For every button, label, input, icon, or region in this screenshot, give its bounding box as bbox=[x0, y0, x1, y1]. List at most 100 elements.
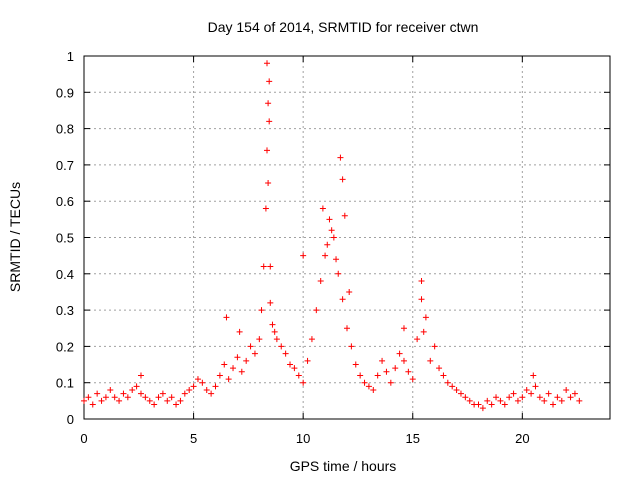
data-point bbox=[431, 343, 438, 350]
data-point bbox=[124, 394, 131, 401]
data-point bbox=[190, 383, 197, 390]
data-point bbox=[571, 390, 578, 397]
y-tick-label: 0.9 bbox=[56, 85, 74, 100]
data-point bbox=[273, 336, 280, 343]
chart-title: Day 154 of 2014, SRMTID for receiver ctw… bbox=[208, 19, 479, 35]
data-point bbox=[282, 350, 289, 357]
y-tick-label: 0.2 bbox=[56, 339, 74, 354]
axis-ticks: 00.10.20.30.40.50.60.70.80.910 5 10 15 20 bbox=[56, 49, 610, 446]
data-point bbox=[300, 379, 307, 386]
y-tick-label: 0.8 bbox=[56, 122, 74, 137]
data-point bbox=[151, 401, 158, 408]
data-point bbox=[453, 386, 460, 393]
data-point bbox=[409, 376, 416, 383]
y-tick-label: 0.6 bbox=[56, 194, 74, 209]
data-point bbox=[420, 328, 427, 335]
data-point bbox=[422, 314, 429, 321]
data-point bbox=[266, 118, 273, 125]
data-point bbox=[230, 365, 237, 372]
data-point bbox=[278, 343, 285, 350]
data-point bbox=[383, 368, 390, 375]
data-point bbox=[396, 350, 403, 357]
data-point bbox=[262, 205, 269, 212]
data-point bbox=[155, 394, 162, 401]
data-point bbox=[400, 357, 407, 364]
data-point bbox=[346, 288, 353, 295]
data-point bbox=[506, 394, 513, 401]
data-point bbox=[462, 394, 469, 401]
data-point bbox=[563, 386, 570, 393]
data-point bbox=[266, 78, 273, 85]
data-point bbox=[414, 336, 421, 343]
data-point bbox=[361, 379, 368, 386]
y-axis-label: SRMTID / TECUs bbox=[7, 182, 23, 292]
data-point bbox=[405, 368, 412, 375]
data-point bbox=[558, 397, 565, 404]
data-point bbox=[567, 394, 574, 401]
y-tick-label: 0.4 bbox=[56, 267, 74, 282]
data-point bbox=[541, 397, 548, 404]
data-point bbox=[251, 350, 258, 357]
data-point bbox=[497, 397, 504, 404]
data-point bbox=[418, 278, 425, 285]
data-point bbox=[379, 357, 386, 364]
data-point bbox=[341, 212, 348, 219]
data-point bbox=[89, 401, 96, 408]
data-point bbox=[335, 270, 342, 277]
data-point bbox=[129, 386, 136, 393]
data-point bbox=[576, 397, 583, 404]
data-point bbox=[333, 256, 340, 263]
data-point bbox=[313, 307, 320, 314]
data-point bbox=[238, 368, 245, 375]
data-point bbox=[271, 328, 278, 335]
data-point bbox=[339, 296, 346, 303]
data-point bbox=[247, 343, 254, 350]
data-point bbox=[267, 263, 274, 270]
data-point bbox=[164, 397, 171, 404]
y-tick-label: 1 bbox=[67, 49, 74, 64]
data-point bbox=[330, 234, 337, 241]
data-points bbox=[81, 60, 583, 412]
data-point bbox=[493, 394, 500, 401]
data-point bbox=[357, 372, 364, 379]
data-point bbox=[258, 307, 265, 314]
data-point bbox=[111, 394, 118, 401]
data-point bbox=[265, 100, 272, 107]
y-tick-label: 0 bbox=[67, 412, 74, 427]
data-point bbox=[550, 401, 557, 408]
data-point bbox=[466, 397, 473, 404]
data-point bbox=[400, 325, 407, 332]
data-point bbox=[328, 227, 335, 234]
x-tick-label: 20 bbox=[515, 431, 529, 446]
y-tick-label: 0.1 bbox=[56, 376, 74, 391]
data-point bbox=[221, 361, 228, 368]
data-point bbox=[265, 180, 272, 187]
data-point bbox=[168, 394, 175, 401]
data-point bbox=[326, 216, 333, 223]
data-point bbox=[295, 372, 302, 379]
data-point bbox=[479, 405, 486, 412]
data-point bbox=[181, 390, 188, 397]
data-point bbox=[392, 365, 399, 372]
x-tick-label: 5 bbox=[190, 431, 197, 446]
data-point bbox=[317, 278, 324, 285]
data-point bbox=[260, 263, 267, 270]
data-point bbox=[528, 390, 535, 397]
data-point bbox=[94, 390, 101, 397]
data-point bbox=[308, 336, 315, 343]
data-point bbox=[107, 386, 114, 393]
data-point bbox=[203, 386, 210, 393]
data-point bbox=[304, 357, 311, 364]
data-point bbox=[81, 397, 87, 404]
data-point bbox=[223, 314, 230, 321]
data-point bbox=[102, 394, 109, 401]
x-axis-label: GPS time / hours bbox=[290, 458, 397, 474]
data-point bbox=[488, 401, 495, 408]
data-point bbox=[194, 376, 201, 383]
data-point bbox=[530, 372, 537, 379]
data-point bbox=[186, 386, 193, 393]
data-point bbox=[457, 390, 464, 397]
data-point bbox=[269, 321, 276, 328]
